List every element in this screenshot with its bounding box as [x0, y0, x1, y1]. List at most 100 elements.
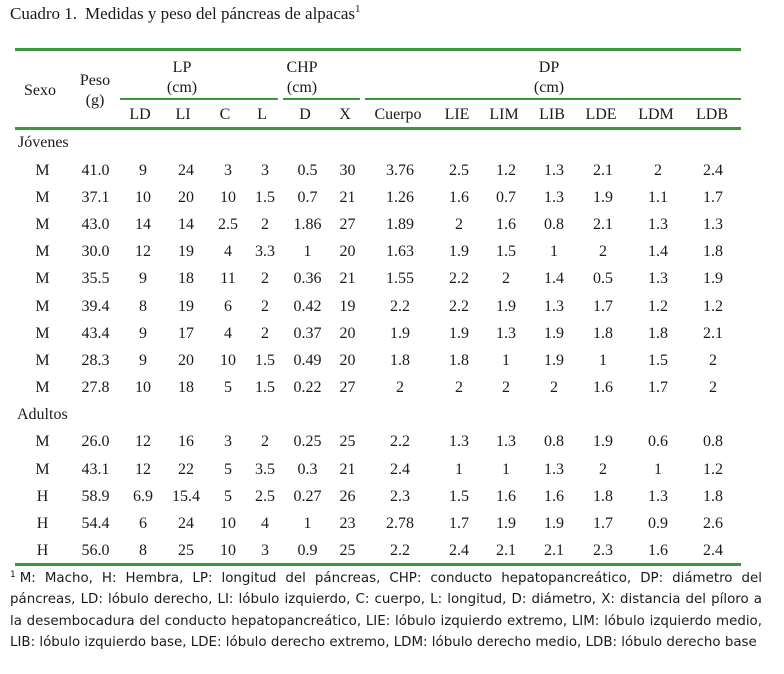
table-cell: 8: [139, 297, 147, 315]
table-cell: 4: [261, 515, 269, 533]
table-cell: 2: [396, 379, 404, 397]
table-row: M 27.8 10 18 5 1.5 0.22 27 2 2 2 2 1.6 1.7 2: [15, 375, 741, 402]
table-cell: 1.5: [255, 351, 275, 369]
table-cell: M: [35, 215, 50, 233]
table-cell: 12: [135, 243, 151, 261]
table-cell: 43.4: [81, 324, 110, 342]
table-cell: 1: [550, 243, 558, 261]
table-cell: 0.37: [293, 324, 322, 342]
table-cell: 1.3: [648, 215, 668, 233]
table-cell: 2.3: [390, 487, 410, 505]
footnote-text: M: Macho, H: Hembra, LP: longitud del pá…: [10, 571, 762, 651]
table-cell: 0.36: [293, 270, 322, 288]
table-cell: 1.9: [390, 324, 410, 342]
col-header-l: L: [257, 106, 267, 123]
table-cell: 1.9: [496, 297, 516, 315]
table-cell: 1.6: [648, 542, 668, 560]
table-cell: 0.5: [593, 270, 613, 288]
table-cell: 1.3: [544, 460, 564, 478]
table-cell: 19: [178, 297, 194, 315]
table-cell: 14: [135, 215, 151, 233]
table-cell: 2: [599, 460, 607, 478]
table-cell: M: [35, 351, 50, 369]
table-cell: 30: [339, 161, 356, 179]
table-cell: 0.42: [293, 297, 322, 315]
table-cell: 54.4: [81, 515, 110, 533]
table-row: M 26.0 12 16 3 2 0.25 25 2.2 1.3 1.3 0.8 1.9 0.6 0.8: [15, 429, 741, 456]
table-cell: 56.0: [81, 542, 110, 560]
table-cell: 3.5: [255, 460, 275, 478]
table-cell: 0.22: [293, 379, 322, 397]
table-cell: 20: [339, 324, 356, 342]
table-cell: 2.4: [390, 460, 410, 478]
table-cell: 3.76: [386, 161, 414, 179]
table-cell: 1.6: [544, 487, 564, 505]
table-cell: 26: [339, 487, 356, 505]
table-cell: 2: [502, 379, 510, 397]
table-cell: 1.3: [648, 487, 668, 505]
table-cell: 0.8: [703, 433, 723, 451]
table-cell: 1.55: [386, 270, 414, 288]
table-cell: 1.3: [703, 215, 723, 233]
table-cell: 10: [135, 188, 151, 206]
table-row: H 56.0 8 25 10 3 0.9 25 2.2 2.4 2.1 2.1 2.3 1.6 2.4: [15, 538, 741, 565]
table-cell: 10: [220, 542, 236, 560]
table-cell: 43.1: [81, 460, 110, 478]
table-row: M 30.0 12 19 4 3.3 1 20 1.63 1.9 1.5 1 2 1.4 1.8: [15, 239, 741, 266]
table-cell: 41.0: [81, 161, 110, 179]
col-header-ldm: LDM: [638, 106, 674, 123]
col-header-lie: LIE: [444, 106, 470, 123]
col-header-x: X: [339, 106, 351, 123]
table-row: M 39.4 8 19 6 2 0.42 19 2.2 2.2 1.9 1.3 1.7 1.2 1.2: [15, 293, 741, 320]
table-cell: 1.9: [544, 515, 564, 533]
table-cell: 2.3: [593, 542, 613, 560]
table-cell: 27: [339, 379, 356, 397]
table-cell: 1.5: [449, 487, 469, 505]
table-cell: M: [35, 460, 50, 478]
table-cell: 1.8: [703, 487, 723, 505]
table-cell: 18: [178, 270, 194, 288]
table-row: M 35.5 9 18 11 2 0.36 21 1.55 2.2 2 1.4 0.5 1.3 1.9: [15, 266, 741, 293]
table-cell: 1: [455, 460, 463, 478]
table-cell: 9: [139, 351, 147, 369]
table-cell: 5: [224, 487, 232, 505]
table-cell: 2.2: [449, 270, 469, 288]
table-cell: 3: [224, 433, 232, 451]
table-cell: 1.8: [593, 324, 613, 342]
table-cell: 1.7: [703, 188, 723, 206]
group-header-row: Adultos: [15, 402, 741, 429]
table-cell: 27: [339, 215, 356, 233]
table-cell: 43.0: [81, 215, 110, 233]
table-cell: 19: [178, 243, 194, 261]
table-cell: 20: [339, 243, 356, 261]
table-cell: 5: [224, 460, 232, 478]
table-cell: 14: [178, 215, 194, 233]
table-row: M 43.4 9 17 4 2 0.37 20 1.9 1.9 1.3 1.9 1.8 1.8 2.1: [15, 320, 741, 347]
table-cell: H: [36, 487, 49, 505]
table-cell: 24: [178, 515, 194, 533]
table-cell: 2.6: [703, 515, 723, 533]
table-cell: H: [36, 542, 49, 560]
table-cell: 10: [220, 351, 236, 369]
table-cell: 1: [303, 243, 312, 261]
table-cell: 2.1: [544, 542, 564, 560]
table-cell: 6.9: [133, 487, 153, 505]
table-cell: 12: [135, 433, 151, 451]
data-table: M 41.0 9 24 3 3 0.5 30 3.76 2.5 1.2 1.3 2.1 2 2.4 M 37.1…: [15, 157, 741, 565]
table-cell: 1.2: [703, 297, 723, 315]
table-cell: 1.2: [496, 161, 516, 179]
table-cell: 2.5: [218, 215, 238, 233]
header-chp: CHP: [286, 59, 318, 76]
table-cell: 2: [261, 324, 269, 342]
table-cell: 1: [654, 460, 662, 478]
table-cell: 24: [178, 161, 194, 179]
table-cell: 1.3: [496, 433, 516, 451]
col-header-lib: LIB: [539, 106, 565, 123]
table-cell: 2.2: [390, 542, 410, 560]
table-cell: 18: [178, 379, 194, 397]
table-cell: 1.7: [648, 379, 668, 397]
table-cell: 1.3: [544, 161, 564, 179]
header-peso-unit: (g): [85, 92, 105, 109]
table-cell: 10: [220, 515, 236, 533]
table-cell: 15.4: [172, 487, 200, 505]
